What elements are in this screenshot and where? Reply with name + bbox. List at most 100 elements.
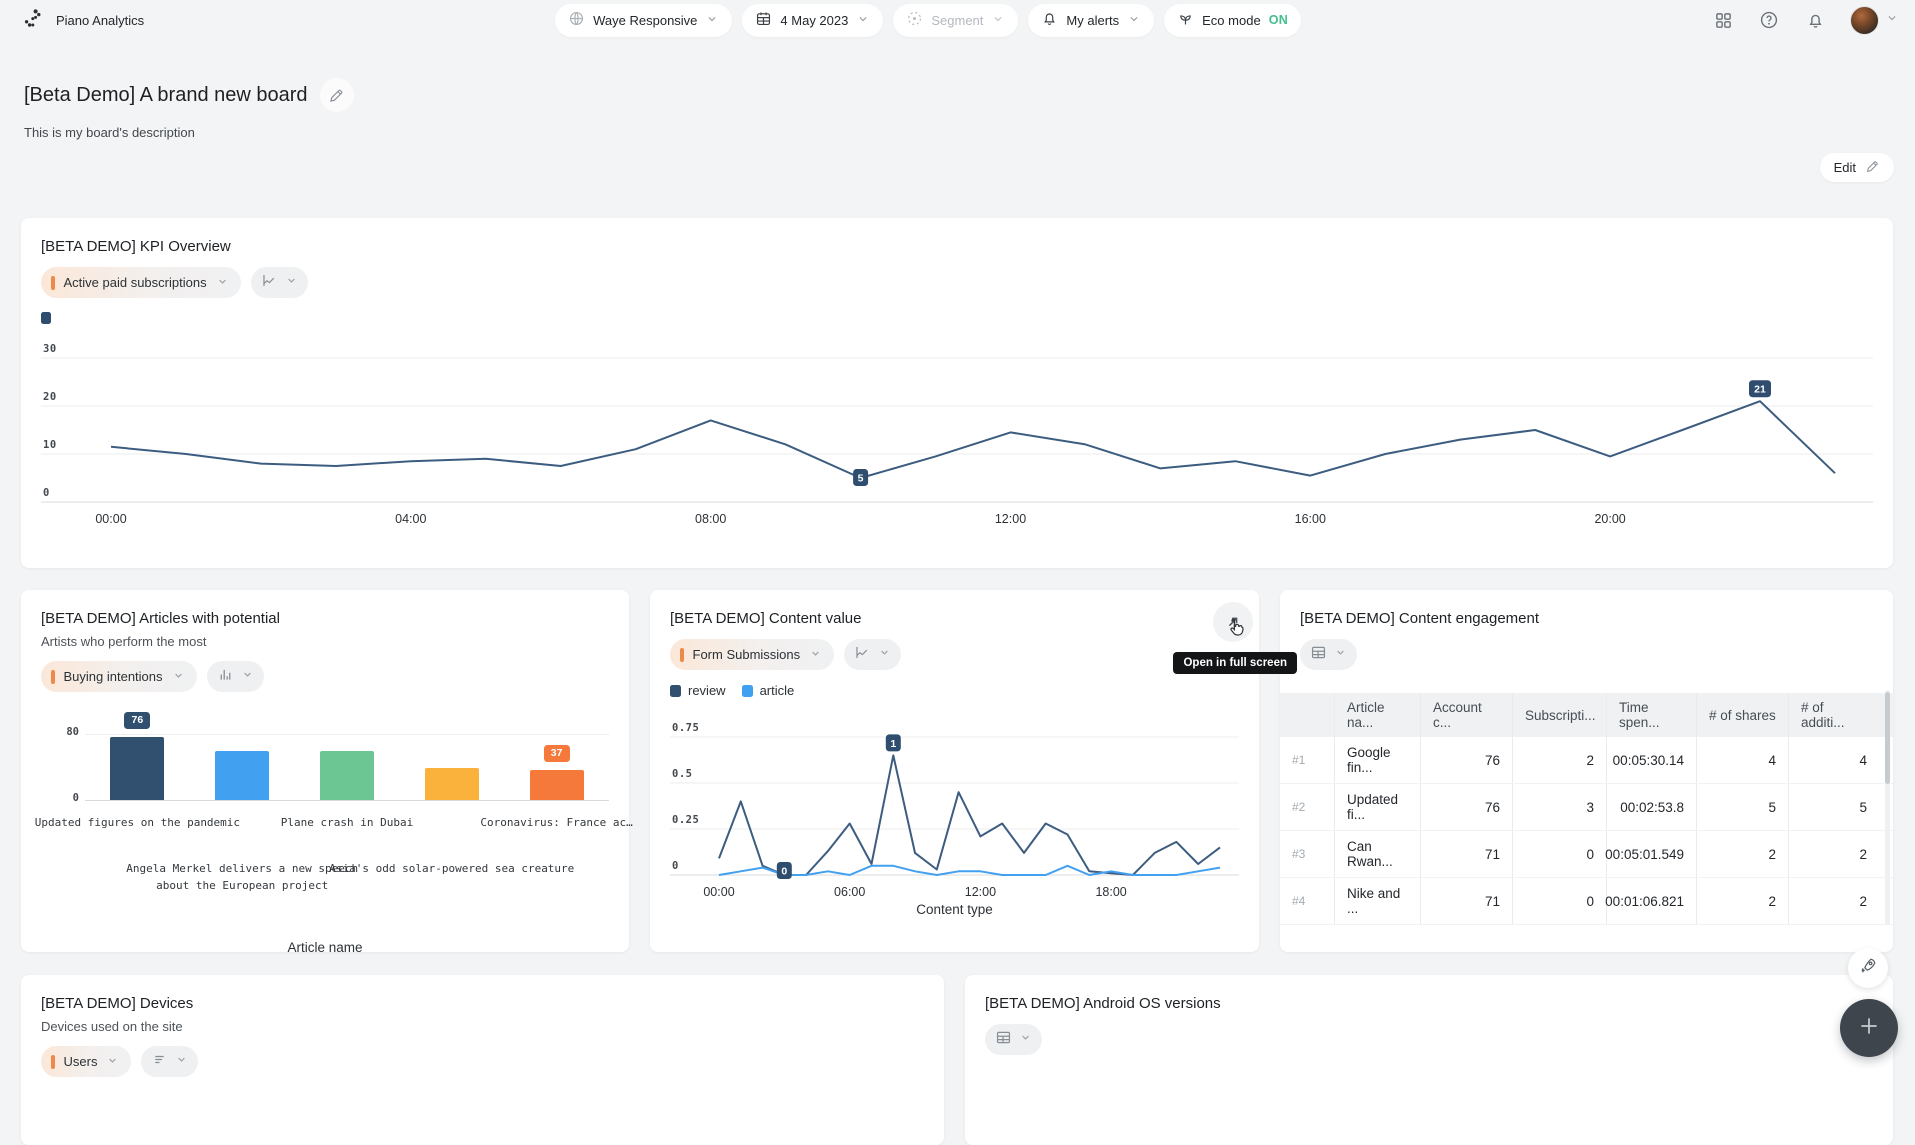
table-cell: Nike and ... bbox=[1334, 878, 1420, 924]
content-value-line-chart: 0 0.25 0.5 0.75 00:00 06:00 12:00 18:00 0 1 bbox=[670, 706, 1239, 902]
bar[interactable] bbox=[110, 737, 165, 800]
my-alerts-button[interactable]: My alerts bbox=[1028, 3, 1155, 37]
point-label: 1 bbox=[885, 734, 901, 752]
table-cell: Updated fi... bbox=[1334, 784, 1420, 830]
piano-analytics-logo-icon bbox=[22, 6, 46, 35]
widget-title: [BETA DEMO] KPI Overview bbox=[41, 238, 231, 255]
chevron-down-icon bbox=[705, 12, 719, 29]
eco-mode-state: ON bbox=[1268, 13, 1289, 27]
svg-text:0: 0 bbox=[672, 860, 679, 872]
chart-type-selector[interactable] bbox=[985, 1024, 1042, 1055]
column-header[interactable]: Account c... bbox=[1420, 693, 1512, 737]
svg-text:1: 1 bbox=[890, 738, 896, 750]
widget-subtitle: Artists who perform the most bbox=[41, 634, 207, 649]
column-header[interactable]: Time spen... bbox=[1606, 693, 1696, 737]
legend-item-article[interactable]: article bbox=[741, 683, 794, 698]
svg-text:21: 21 bbox=[1754, 384, 1766, 396]
widget-kpi-overview: [BETA DEMO] KPI Overview Active paid sub… bbox=[21, 218, 1893, 568]
quick-actions-button[interactable] bbox=[1848, 948, 1888, 988]
calendar-icon bbox=[755, 10, 772, 30]
svg-text:0.75: 0.75 bbox=[672, 722, 699, 734]
chevron-down-icon bbox=[216, 275, 229, 291]
widget-title: [BETA DEMO] Devices bbox=[41, 995, 194, 1012]
svg-text:18:00: 18:00 bbox=[1095, 885, 1126, 899]
svg-text:0.5: 0.5 bbox=[672, 768, 692, 780]
brand-name: Piano Analytics bbox=[56, 12, 145, 28]
metric-selector[interactable]: Form Submissions bbox=[670, 639, 835, 670]
table-cell: Google fin... bbox=[1334, 737, 1420, 783]
chevron-down-icon bbox=[241, 668, 254, 686]
chart-type-selector[interactable] bbox=[250, 267, 308, 298]
header-actions bbox=[1712, 5, 1899, 35]
my-alerts-label: My alerts bbox=[1066, 12, 1120, 28]
widget-content-value: [BETA DEMO] Content value Open in full s… bbox=[650, 590, 1297, 952]
add-widget-fab[interactable] bbox=[1840, 999, 1898, 1057]
chevron-down-icon bbox=[809, 647, 822, 663]
line-chart-icon bbox=[854, 644, 871, 666]
metric-selector[interactable]: Users bbox=[41, 1046, 132, 1077]
svg-text:20: 20 bbox=[43, 391, 57, 403]
date-picker[interactable]: 4 May 2023 bbox=[742, 3, 884, 37]
row-rank: #1 bbox=[1292, 753, 1306, 767]
chart-type-selector[interactable] bbox=[844, 639, 902, 670]
svg-text:16:00: 16:00 bbox=[1295, 512, 1326, 526]
bar-value-label: 37 bbox=[543, 744, 570, 762]
svg-text:30: 30 bbox=[43, 343, 57, 355]
legend-swatch bbox=[670, 684, 681, 697]
segment-selector[interactable]: Segment bbox=[893, 3, 1019, 37]
chevron-down-icon bbox=[172, 669, 185, 685]
table-cell: 5 bbox=[1696, 784, 1788, 830]
table-cell: Can Rwan... bbox=[1334, 831, 1420, 877]
svg-text:08:00: 08:00 bbox=[695, 512, 726, 526]
legend-item-review[interactable]: review bbox=[670, 683, 726, 698]
chart-type-selector[interactable] bbox=[1300, 639, 1357, 670]
notifications-bell-button[interactable] bbox=[1804, 9, 1826, 31]
eco-mode-toggle[interactable]: Eco mode ON bbox=[1164, 3, 1302, 37]
edit-board-button[interactable]: Edit bbox=[1819, 153, 1894, 182]
x-axis-title: Content type bbox=[916, 902, 993, 917]
segment-selector-label: Segment bbox=[931, 12, 984, 28]
table-cell: 00:01:06.821 bbox=[1605, 878, 1696, 924]
table-cell: 4 bbox=[1696, 737, 1788, 783]
line-chart-icon bbox=[261, 272, 278, 294]
column-header[interactable]: Subscripti... bbox=[1512, 693, 1606, 737]
chevron-down-icon bbox=[1885, 11, 1899, 30]
chevron-down-icon bbox=[285, 274, 298, 292]
bar[interactable] bbox=[529, 769, 584, 800]
bar-value-label: 76 bbox=[124, 712, 151, 730]
page-title: [Beta Demo] A brand new board bbox=[24, 83, 308, 106]
point-label: 0 bbox=[776, 862, 792, 879]
svg-text:06:00: 06:00 bbox=[834, 885, 865, 899]
column-header[interactable]: # of additi... bbox=[1788, 693, 1879, 737]
chart-legend: review article bbox=[670, 683, 1239, 698]
bar[interactable] bbox=[215, 750, 270, 800]
table-cell: 0 bbox=[1512, 878, 1606, 924]
column-header[interactable]: # of shares bbox=[1696, 693, 1788, 737]
table-cell: 2 bbox=[1696, 831, 1788, 877]
open-full-screen-button[interactable] bbox=[1213, 602, 1253, 642]
user-menu[interactable] bbox=[1850, 5, 1899, 35]
metric-selector[interactable]: Active paid subscriptions bbox=[41, 267, 241, 298]
bar[interactable] bbox=[320, 750, 374, 800]
edit-title-button[interactable] bbox=[319, 78, 354, 112]
metric-selector[interactable]: Buying intentions bbox=[41, 661, 197, 692]
svg-text:0.25: 0.25 bbox=[672, 814, 699, 826]
apps-grid-button[interactable] bbox=[1712, 9, 1734, 31]
site-selector[interactable]: Waye Responsive bbox=[555, 3, 733, 37]
table-row: #2 Updated fi... 76 3 00:02:53.8 5 5 bbox=[1280, 784, 1893, 831]
brand[interactable]: Piano Analytics bbox=[22, 6, 144, 35]
table-cell: 00:02:53.8 bbox=[1606, 784, 1696, 830]
chart-type-selector[interactable] bbox=[206, 661, 264, 692]
bar[interactable] bbox=[424, 767, 479, 800]
chevron-down-icon bbox=[106, 1054, 119, 1070]
scrollbar-thumb[interactable] bbox=[1885, 692, 1890, 784]
column-header[interactable]: Article na... bbox=[1334, 693, 1420, 737]
table-cell: 71 bbox=[1420, 878, 1512, 924]
help-button[interactable] bbox=[1758, 9, 1780, 31]
svg-text:5: 5 bbox=[858, 473, 864, 485]
table-cell: 2 bbox=[1512, 737, 1606, 783]
svg-text:00:00: 00:00 bbox=[95, 512, 126, 526]
svg-text:00:00: 00:00 bbox=[703, 885, 734, 899]
chart-type-selector[interactable] bbox=[141, 1046, 199, 1077]
line-chart-svg: 0 0.25 0.5 0.75 00:00 06:00 12:00 18:00 0 1 bbox=[670, 722, 1239, 899]
